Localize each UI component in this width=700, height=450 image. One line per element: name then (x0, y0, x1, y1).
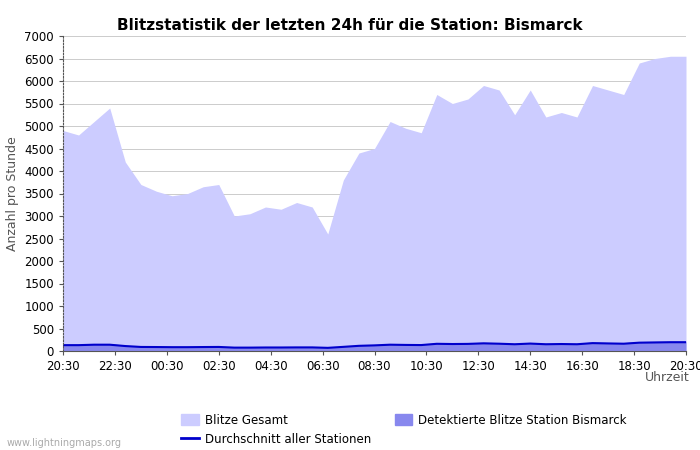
Text: Blitzstatistik der letzten 24h für die Station: Bismarck: Blitzstatistik der letzten 24h für die S… (117, 18, 583, 33)
Text: www.lightningmaps.org: www.lightningmaps.org (7, 438, 122, 448)
Legend: Blitze Gesamt, Durchschnitt aller Stationen, Detektierte Blitze Station Bismarck: Blitze Gesamt, Durchschnitt aller Statio… (181, 414, 626, 446)
Y-axis label: Anzahl pro Stunde: Anzahl pro Stunde (6, 136, 19, 251)
Text: Uhrzeit: Uhrzeit (645, 371, 690, 384)
